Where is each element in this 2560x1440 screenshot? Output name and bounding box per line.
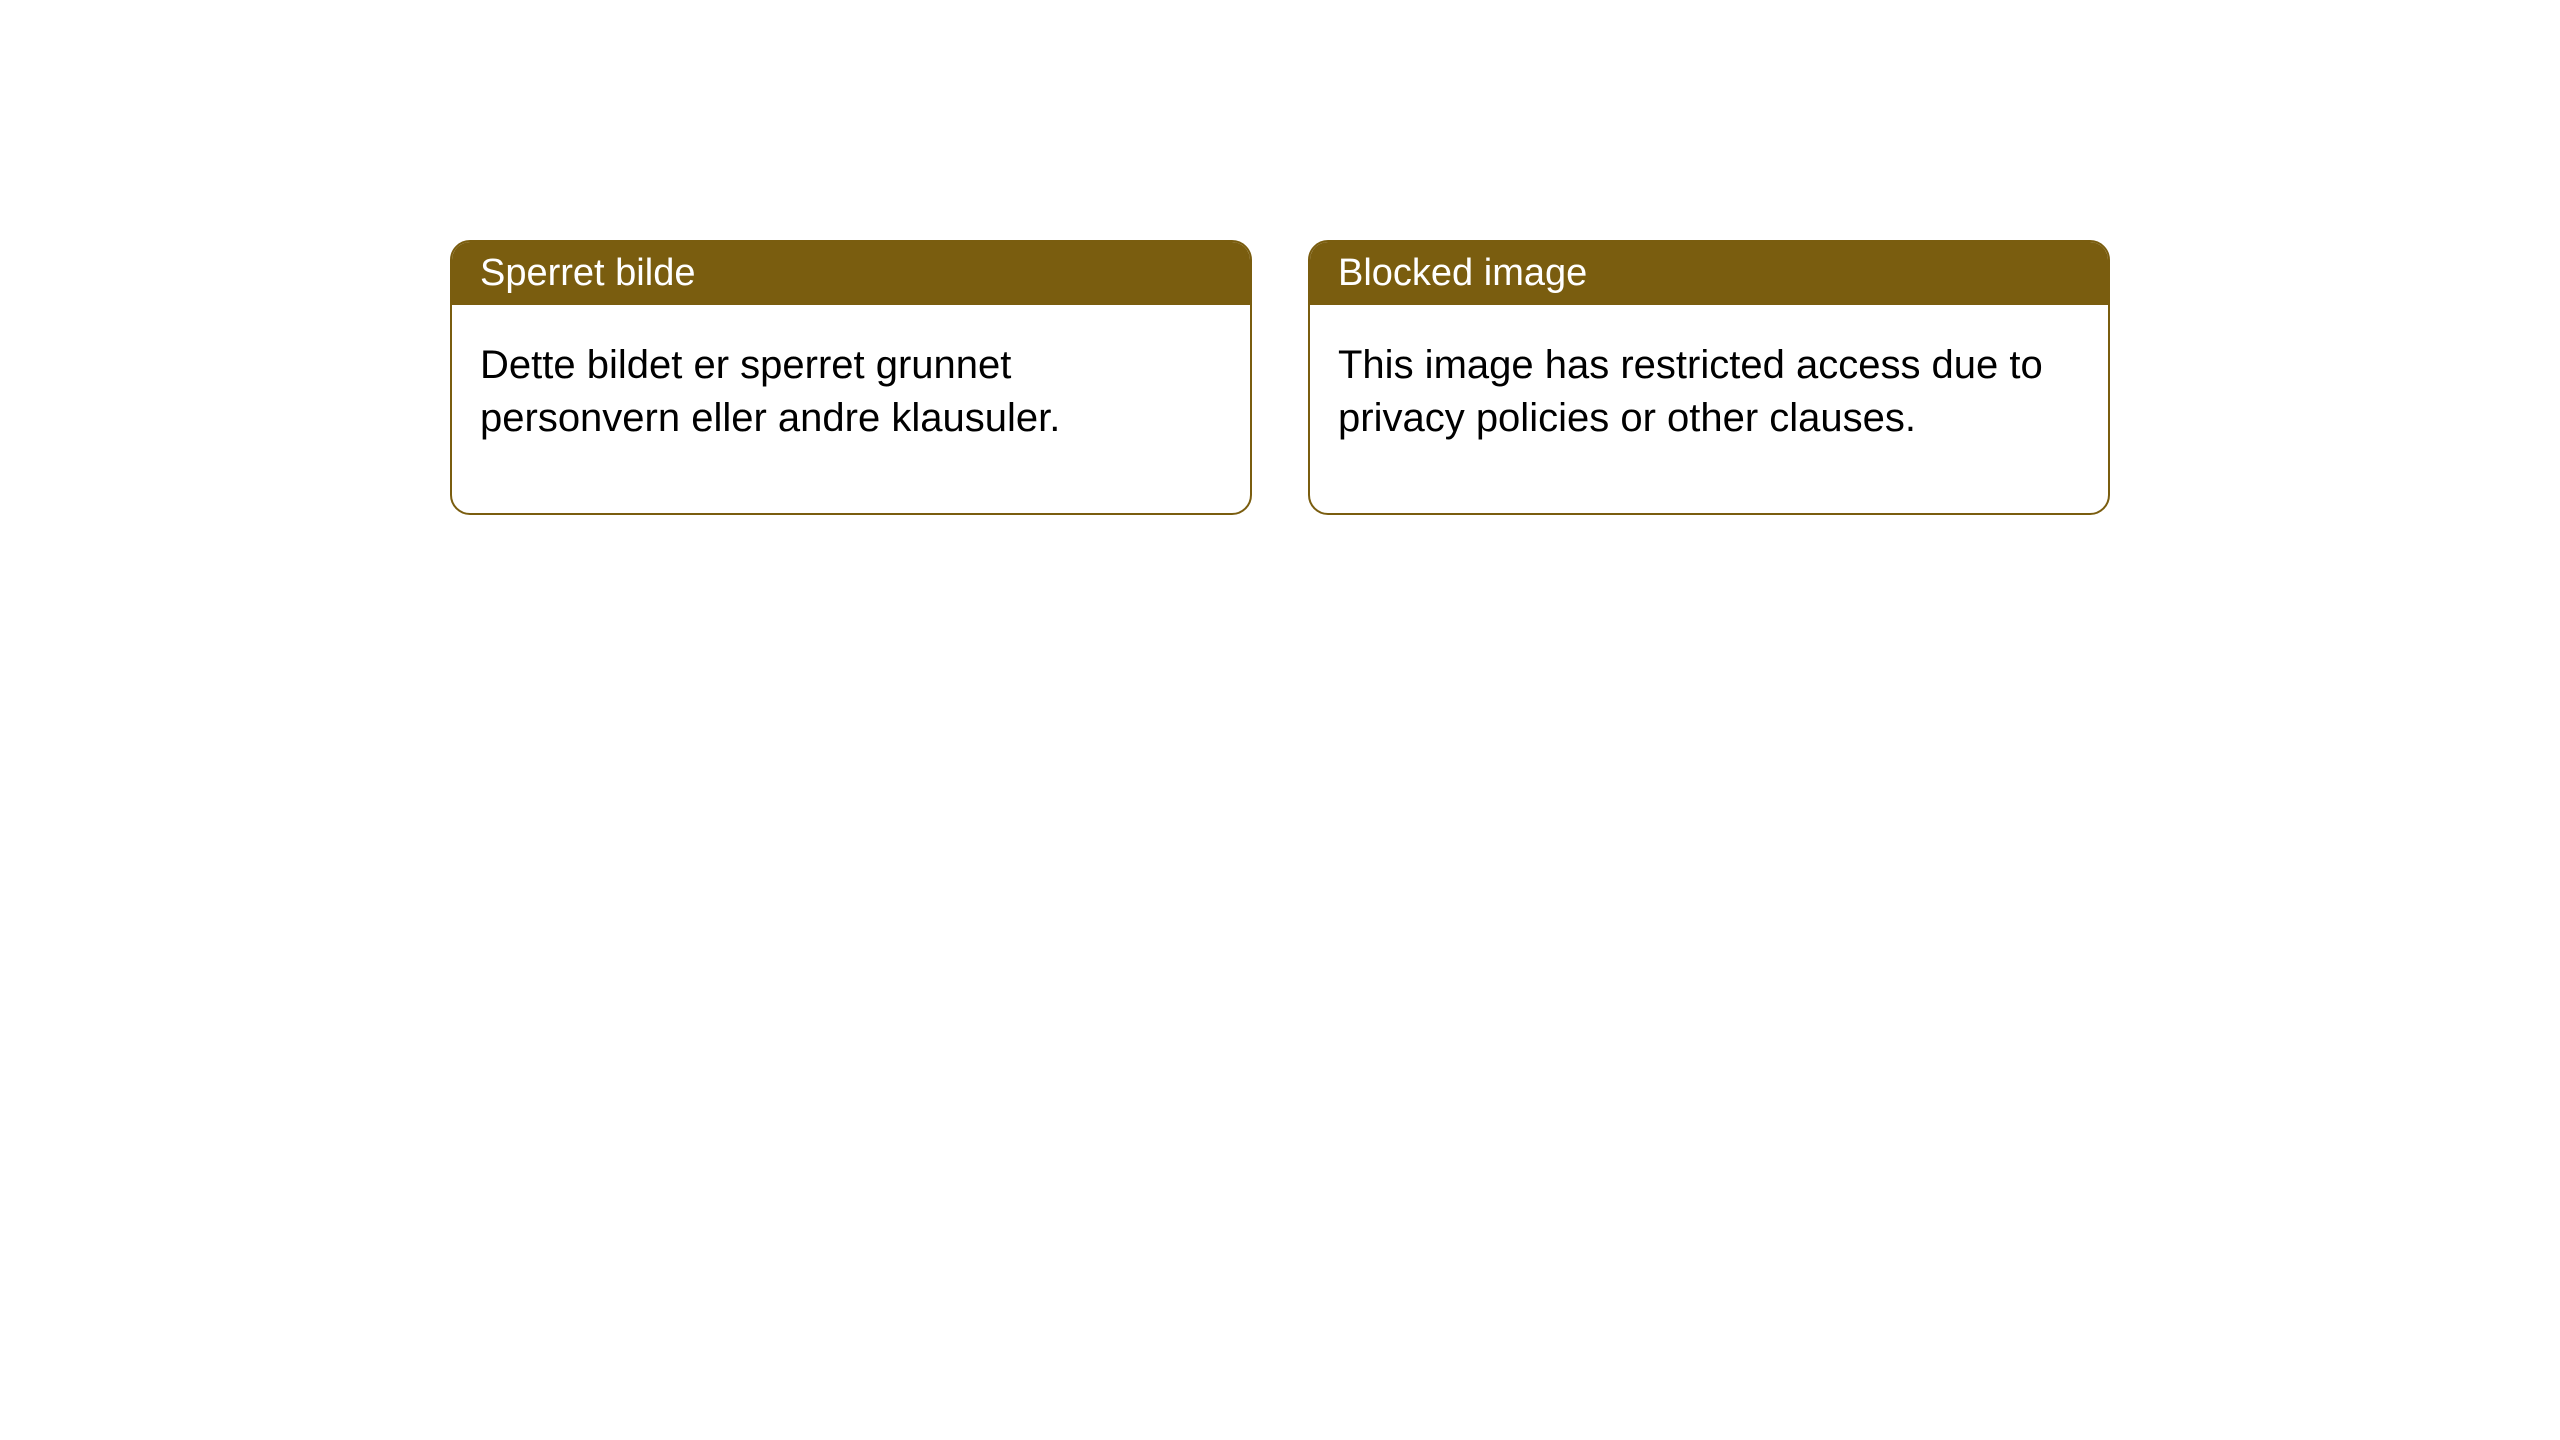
card-header: Sperret bilde: [452, 242, 1250, 305]
card-title: Blocked image: [1338, 252, 1587, 294]
card-body-text: Dette bildet er sperret grunnet personve…: [480, 343, 1060, 440]
card-body-text: This image has restricted access due to …: [1338, 343, 2043, 440]
notice-card-english: Blocked image This image has restricted …: [1308, 240, 2110, 515]
notice-cards-container: Sperret bilde Dette bildet er sperret gr…: [450, 240, 2110, 515]
card-body: Dette bildet er sperret grunnet personve…: [452, 305, 1250, 513]
card-body: This image has restricted access due to …: [1310, 305, 2108, 513]
card-header: Blocked image: [1310, 242, 2108, 305]
notice-card-norwegian: Sperret bilde Dette bildet er sperret gr…: [450, 240, 1252, 515]
card-title: Sperret bilde: [480, 252, 695, 294]
